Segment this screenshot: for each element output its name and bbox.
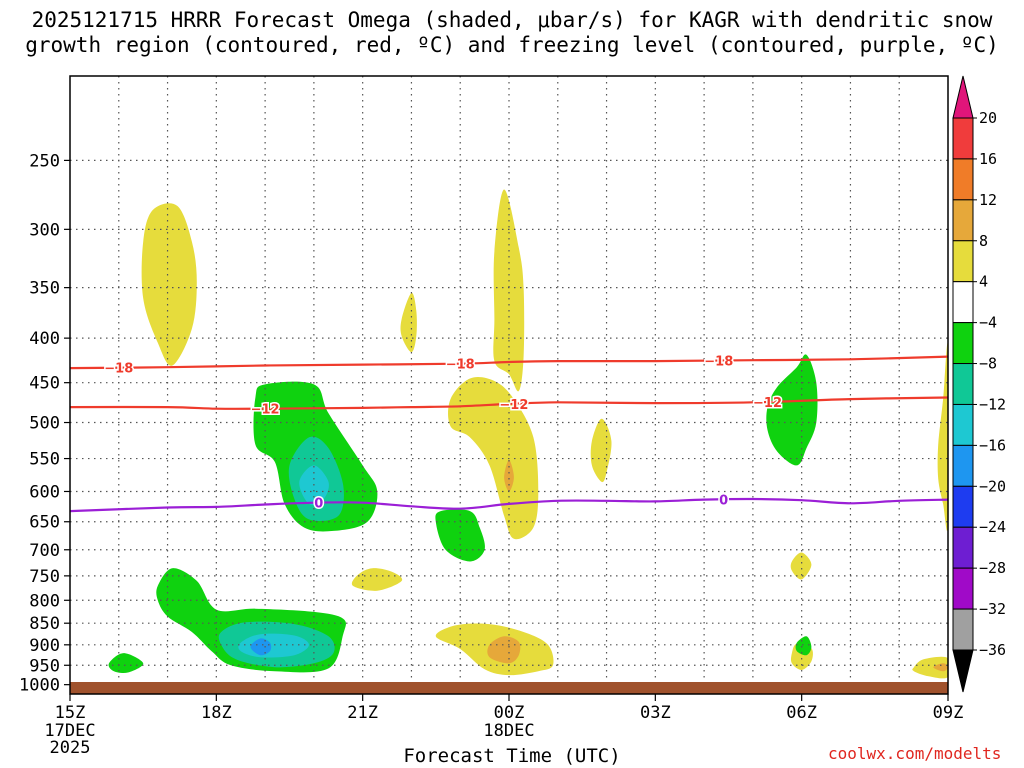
- contour-label-0-0: −18: [104, 362, 133, 377]
- omega-region-sink-06z: [766, 354, 818, 466]
- y-tick-label-350: 350: [29, 279, 60, 299]
- omega-region-right-edge-mid: [937, 343, 948, 531]
- x-tick-label-1: 18Z: [201, 703, 232, 723]
- contour-layer: −18 −18 −18 −12 −12 −12 0 0: [70, 353, 948, 513]
- contour-label-0-1: −18: [446, 358, 475, 373]
- contour-label-1-1: −12: [499, 398, 528, 413]
- x-tick-label-4: 03Z: [640, 703, 671, 723]
- omega-region-small-rise-2230z: [400, 292, 417, 353]
- colorbar-label-5: −4: [979, 314, 997, 332]
- y-tick-label-1000: 1000: [19, 676, 60, 696]
- y-tick-label-750: 750: [29, 567, 60, 587]
- y-tick-label-300: 300: [29, 220, 60, 240]
- x-tick-label-5: 06Z: [786, 703, 817, 723]
- chart-title-line-1: 2025121715 HRRR Forecast Omega (shaded, …: [31, 8, 993, 32]
- y-tick-label-700: 700: [29, 541, 60, 561]
- colorbar-bin-4: [952, 281, 974, 324]
- omega-shading-layer: [108, 189, 948, 679]
- colorbar-label-9: −20: [979, 477, 1006, 495]
- colorbar-bin-9: [952, 485, 974, 528]
- y-tick-label-450: 450: [29, 374, 60, 394]
- omega-region-sink-16z-small: [108, 653, 144, 674]
- x-tick-sublabel-0-1: 2025: [50, 738, 91, 758]
- y-tick-label-950: 950: [29, 656, 60, 676]
- chart-title-line-2: growth region (contoured, red, ºC) and f…: [25, 33, 999, 57]
- omega-region-right-edge-low: [912, 656, 948, 679]
- omega-region-upper-rise-17z: [141, 203, 197, 366]
- contour-line-1: [70, 396, 948, 410]
- y-tick-label-400: 400: [29, 329, 60, 349]
- omega-region-core-00z: [504, 459, 514, 492]
- contour-label-1-0: −12: [251, 403, 280, 418]
- x-tick-label-0: 15Z: [55, 703, 86, 723]
- y-tick-label-500: 500: [29, 414, 60, 434]
- omega-region-right-edge-low-core: [933, 663, 948, 672]
- x-tick-label-3: 00Z: [494, 703, 525, 723]
- colorbar-bottom-arrow: [952, 649, 974, 693]
- colorbar-label-3: 8: [979, 232, 988, 250]
- x-axis-title: Forecast Time (UTC): [403, 745, 621, 767]
- colorbar-label-13: −36: [979, 641, 1006, 659]
- omega-region-sink-05z-small: [795, 636, 812, 656]
- colorbar-bin-1: [952, 158, 974, 201]
- colorbar-bin-11: [952, 567, 974, 610]
- credit-text: coolwx.com/modelts: [828, 744, 1002, 763]
- colorbar-label-7: −12: [979, 395, 1006, 413]
- omega-region-mid-rise-00z: [448, 377, 539, 540]
- colorbar-label-2: 12: [979, 191, 997, 209]
- colorbar-label-4: 4: [979, 273, 988, 291]
- colorbar-label-10: −24: [979, 518, 1006, 536]
- colorbar-bin-2: [952, 199, 974, 242]
- y-tick-label-600: 600: [29, 482, 60, 502]
- colorbar-label-11: −28: [979, 559, 1006, 577]
- colorbar-label-1: 16: [979, 150, 997, 168]
- omega-region-low-core-00z: [487, 636, 521, 664]
- colorbar-label-6: −8: [979, 355, 997, 373]
- colorbar-bin-12: [952, 608, 974, 651]
- omega-region-small-rise-02z: [590, 418, 612, 483]
- contour-label-0-2: −18: [704, 354, 733, 369]
- omega-region-upper-rise-00z: [493, 189, 525, 392]
- colorbar-bin-7: [952, 403, 974, 446]
- contour-label-2-1: 0: [719, 493, 728, 508]
- y-tick-label-900: 900: [29, 636, 60, 656]
- y-tick-label-250: 250: [29, 151, 60, 171]
- colorbar-bin-5: [952, 322, 974, 365]
- colorbar-bin-6: [952, 363, 974, 405]
- x-tick-sublabel-3-0: 18DEC: [483, 721, 534, 741]
- y-tick-label-550: 550: [29, 450, 60, 470]
- colorbar-bin-0: [952, 117, 974, 160]
- colorbar-bin-3: [952, 240, 974, 283]
- omega-region-sink-19z-low-peak: [250, 638, 272, 656]
- omega-region-sink-23z: [435, 509, 485, 562]
- x-tick-label-2: 21Z: [347, 703, 378, 723]
- y-tick-label-650: 650: [29, 513, 60, 533]
- colorbar-label-8: −16: [979, 436, 1006, 454]
- x-tick-label-6: 09Z: [933, 703, 964, 723]
- y-tick-label-800: 800: [29, 591, 60, 611]
- ground-bar: [70, 682, 948, 694]
- omega-region-small-rise-20z: [351, 568, 403, 591]
- colorbar-bin-10: [952, 526, 974, 569]
- colorbar-bin-8: [952, 444, 974, 487]
- colorbar-label-0: 20: [979, 109, 997, 127]
- x-tick-sublabel-0-0: 17DEC: [44, 721, 95, 741]
- y-tick-label-850: 850: [29, 614, 60, 634]
- omega-region-small-rise-06z-mid: [790, 552, 812, 580]
- omega-colorbar: 20 16 12 8 4 −4 −8 −12 −16 −20 −24 −28 −32 −36: [952, 75, 1006, 693]
- colorbar-label-12: −32: [979, 600, 1006, 618]
- contour-label-1-2: −12: [753, 396, 782, 411]
- colorbar-top-arrow: [952, 75, 974, 119]
- contour-line-2: [70, 497, 948, 513]
- contour-line-0: [70, 355, 948, 370]
- contour-label-2-0: 0: [314, 497, 323, 512]
- pressure-axis: 2503003504004505005506006507007508008509…: [19, 151, 70, 696]
